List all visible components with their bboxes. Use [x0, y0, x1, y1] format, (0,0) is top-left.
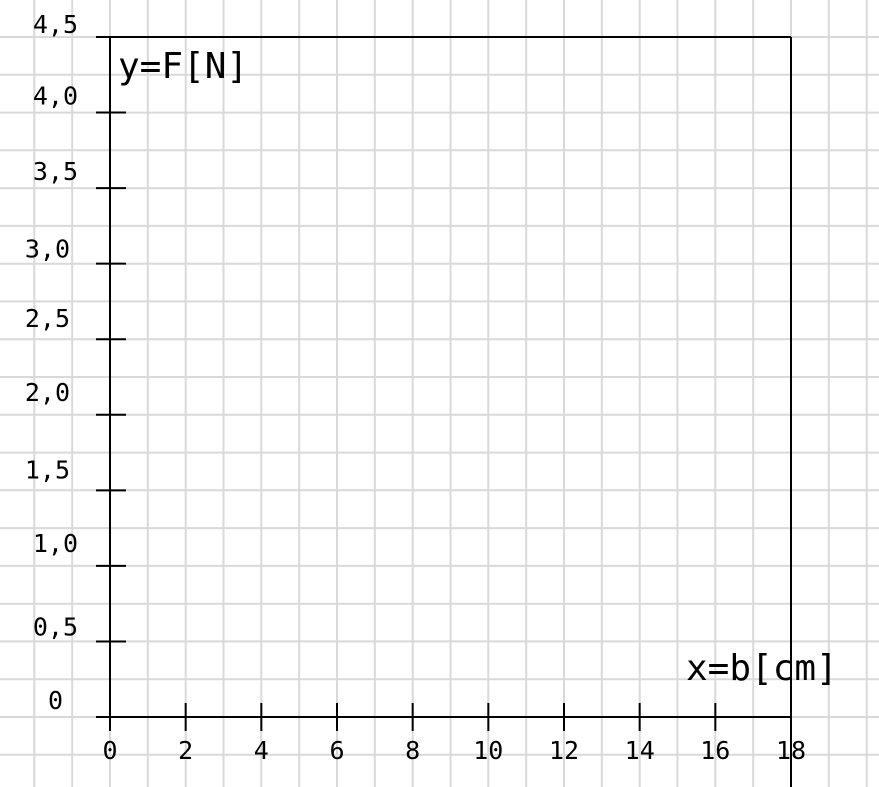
plot-frame — [96, 36, 792, 787]
y-tick-label: 3,0 — [25, 235, 70, 264]
x-tick-label: 4 — [254, 736, 269, 765]
y-tick-label: 2,0 — [25, 378, 70, 407]
y-axis-label: y=F[N] — [118, 46, 248, 87]
y-tick-label: 1,0 — [33, 529, 78, 558]
axis-labels: y=F[N] x=b[cm] — [118, 46, 838, 689]
x-tick-label: 14 — [625, 736, 655, 765]
x-tick-label: 10 — [473, 736, 503, 765]
x-tick-label: 0 — [102, 736, 117, 765]
x-tick-label: 18 — [776, 736, 806, 765]
y-tick-label: 1,5 — [25, 455, 70, 484]
x-tick-label: 2 — [178, 736, 193, 765]
y-tick-label: 4,0 — [33, 82, 78, 111]
x-tick-label: 16 — [700, 736, 730, 765]
y-tick-label: 2,5 — [25, 304, 70, 333]
y-tick-label: 4,5 — [33, 10, 78, 39]
x-axis-label: x=b[cm] — [686, 648, 838, 689]
x-tick-label: 8 — [405, 736, 420, 765]
x-tick-label: 12 — [549, 736, 579, 765]
y-tick-label: 3,5 — [33, 157, 78, 186]
y-axis-ticks: 0 0,5 1,0 1,5 2,0 2,5 3,0 3,5 4,0 4,5 — [25, 10, 126, 715]
y-tick-label: 0,5 — [33, 612, 78, 641]
x-tick-label: 6 — [329, 736, 344, 765]
x-axis-ticks: 0 2 4 6 8 10 12 14 16 18 — [102, 703, 806, 765]
y-tick-label: 0 — [48, 686, 63, 715]
